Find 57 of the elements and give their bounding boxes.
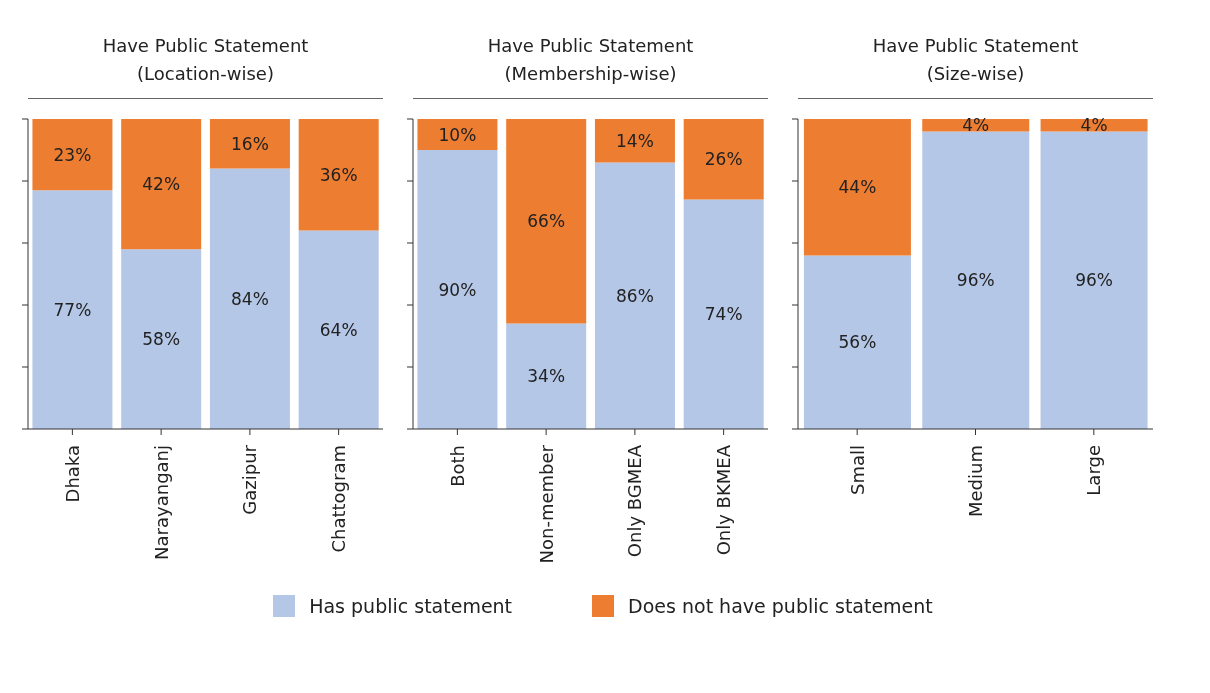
data-label: 34% (527, 366, 566, 387)
chart-subtitle: (Membership-wise) (503, 62, 678, 86)
x-tick-label: Chattogram (328, 445, 350, 553)
data-label: 86% (616, 285, 654, 306)
x-tick-label: Both (446, 445, 468, 487)
data-label: 10% (438, 124, 477, 145)
data-label: 84% (231, 288, 269, 309)
bar (683, 119, 764, 200)
data-label: 44% (838, 177, 877, 198)
data-label: 16% (231, 133, 269, 154)
bar (417, 119, 498, 150)
data-label: 23% (53, 144, 92, 165)
bar (209, 119, 290, 169)
data-label: 26% (704, 149, 743, 170)
bar (298, 119, 379, 231)
bar (506, 323, 587, 429)
bar (32, 190, 113, 429)
bar (506, 119, 587, 324)
bar (209, 168, 290, 429)
legend-label: Has public statement (309, 595, 513, 617)
data-label: 77% (53, 299, 92, 320)
x-tick-label: Only BKMEA (713, 444, 735, 556)
bar (121, 119, 202, 250)
data-label: 36% (319, 164, 358, 185)
data-label: 90% (438, 279, 477, 300)
x-tick-label: Medium (965, 445, 986, 517)
chart-subtitle: (Location-wise) (136, 62, 275, 86)
bar (298, 230, 379, 429)
x-tick-label: Gazipur (239, 444, 261, 515)
data-label: 14% (616, 130, 654, 151)
x-tick-label: Dhaka (61, 445, 83, 503)
chart-title: Have Public Statement (871, 34, 1080, 58)
bar (683, 199, 764, 429)
data-label: 58% (142, 329, 181, 350)
bar (32, 119, 113, 191)
bar (594, 119, 675, 163)
x-tick-label: Large (1083, 445, 1105, 496)
x-tick-label: Narayanganj (150, 445, 172, 560)
data-label: 4% (962, 115, 990, 136)
data-label: 56% (838, 332, 877, 353)
data-label: 96% (1075, 270, 1113, 291)
bar (417, 150, 498, 429)
data-label: 64% (319, 319, 358, 340)
bar (121, 249, 202, 429)
x-tick-label: Only BGMEA (624, 444, 646, 558)
data-label: 4% (1080, 115, 1108, 136)
data-label: 66% (527, 211, 566, 232)
data-label: 74% (704, 304, 743, 325)
data-label: 96% (956, 270, 995, 291)
x-tick-label: Small (846, 445, 868, 495)
chart-subtitle: (Size-wise) (925, 62, 1026, 86)
x-tick-label: Non-member (535, 444, 557, 564)
bar (594, 162, 675, 429)
chart-title: Have Public Statement (486, 34, 695, 58)
chart-title: Have Public Statement (101, 34, 310, 58)
data-label: 42% (142, 174, 181, 195)
legend-label: Does not have public statement (628, 595, 933, 617)
